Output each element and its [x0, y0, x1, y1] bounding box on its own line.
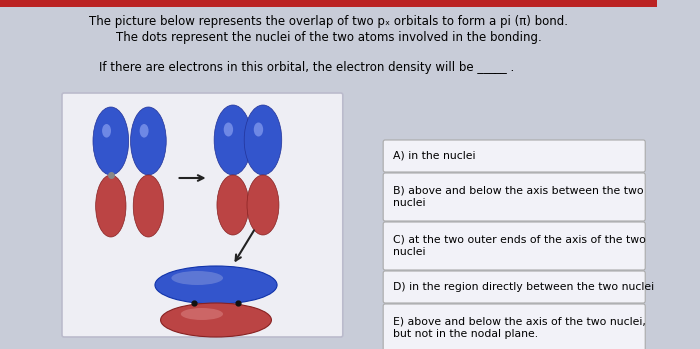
Ellipse shape	[160, 303, 272, 337]
FancyBboxPatch shape	[383, 173, 645, 221]
Text: The picture below represents the overlap of two pₓ orbitals to form a pi (π) bon: The picture below represents the overlap…	[89, 15, 568, 29]
Ellipse shape	[217, 175, 249, 235]
Ellipse shape	[139, 124, 148, 138]
Ellipse shape	[254, 122, 263, 136]
Text: A) in the nuclei: A) in the nuclei	[393, 151, 475, 161]
FancyBboxPatch shape	[62, 93, 343, 337]
FancyBboxPatch shape	[383, 271, 645, 303]
Ellipse shape	[96, 175, 126, 237]
Text: C) at the two outer ends of the axis of the two
nuclei: C) at the two outer ends of the axis of …	[393, 235, 645, 258]
FancyBboxPatch shape	[383, 304, 645, 349]
Bar	[0, 0, 657, 7]
Ellipse shape	[133, 175, 164, 237]
Ellipse shape	[155, 266, 277, 304]
Ellipse shape	[181, 308, 223, 320]
Ellipse shape	[172, 271, 223, 285]
Ellipse shape	[247, 175, 279, 235]
Ellipse shape	[93, 107, 129, 175]
Ellipse shape	[102, 124, 111, 138]
Ellipse shape	[214, 105, 252, 175]
Text: If there are electrons in this orbital, the electron density will be _____ .: If there are electrons in this orbital, …	[99, 61, 514, 74]
FancyBboxPatch shape	[383, 222, 645, 270]
FancyBboxPatch shape	[383, 140, 645, 172]
Ellipse shape	[224, 122, 233, 136]
Text: D) in the region directly between the two nuclei: D) in the region directly between the tw…	[393, 282, 654, 292]
Ellipse shape	[244, 105, 282, 175]
Text: E) above and below the axis of the two nuclei,
but not in the nodal plane.: E) above and below the axis of the two n…	[393, 317, 645, 339]
Text: The dots represent the nuclei of the two atoms involved in the bonding.: The dots represent the nuclei of the two…	[116, 31, 542, 45]
Ellipse shape	[130, 107, 166, 175]
Text: B) above and below the axis between the two
nuclei: B) above and below the axis between the …	[393, 186, 643, 208]
